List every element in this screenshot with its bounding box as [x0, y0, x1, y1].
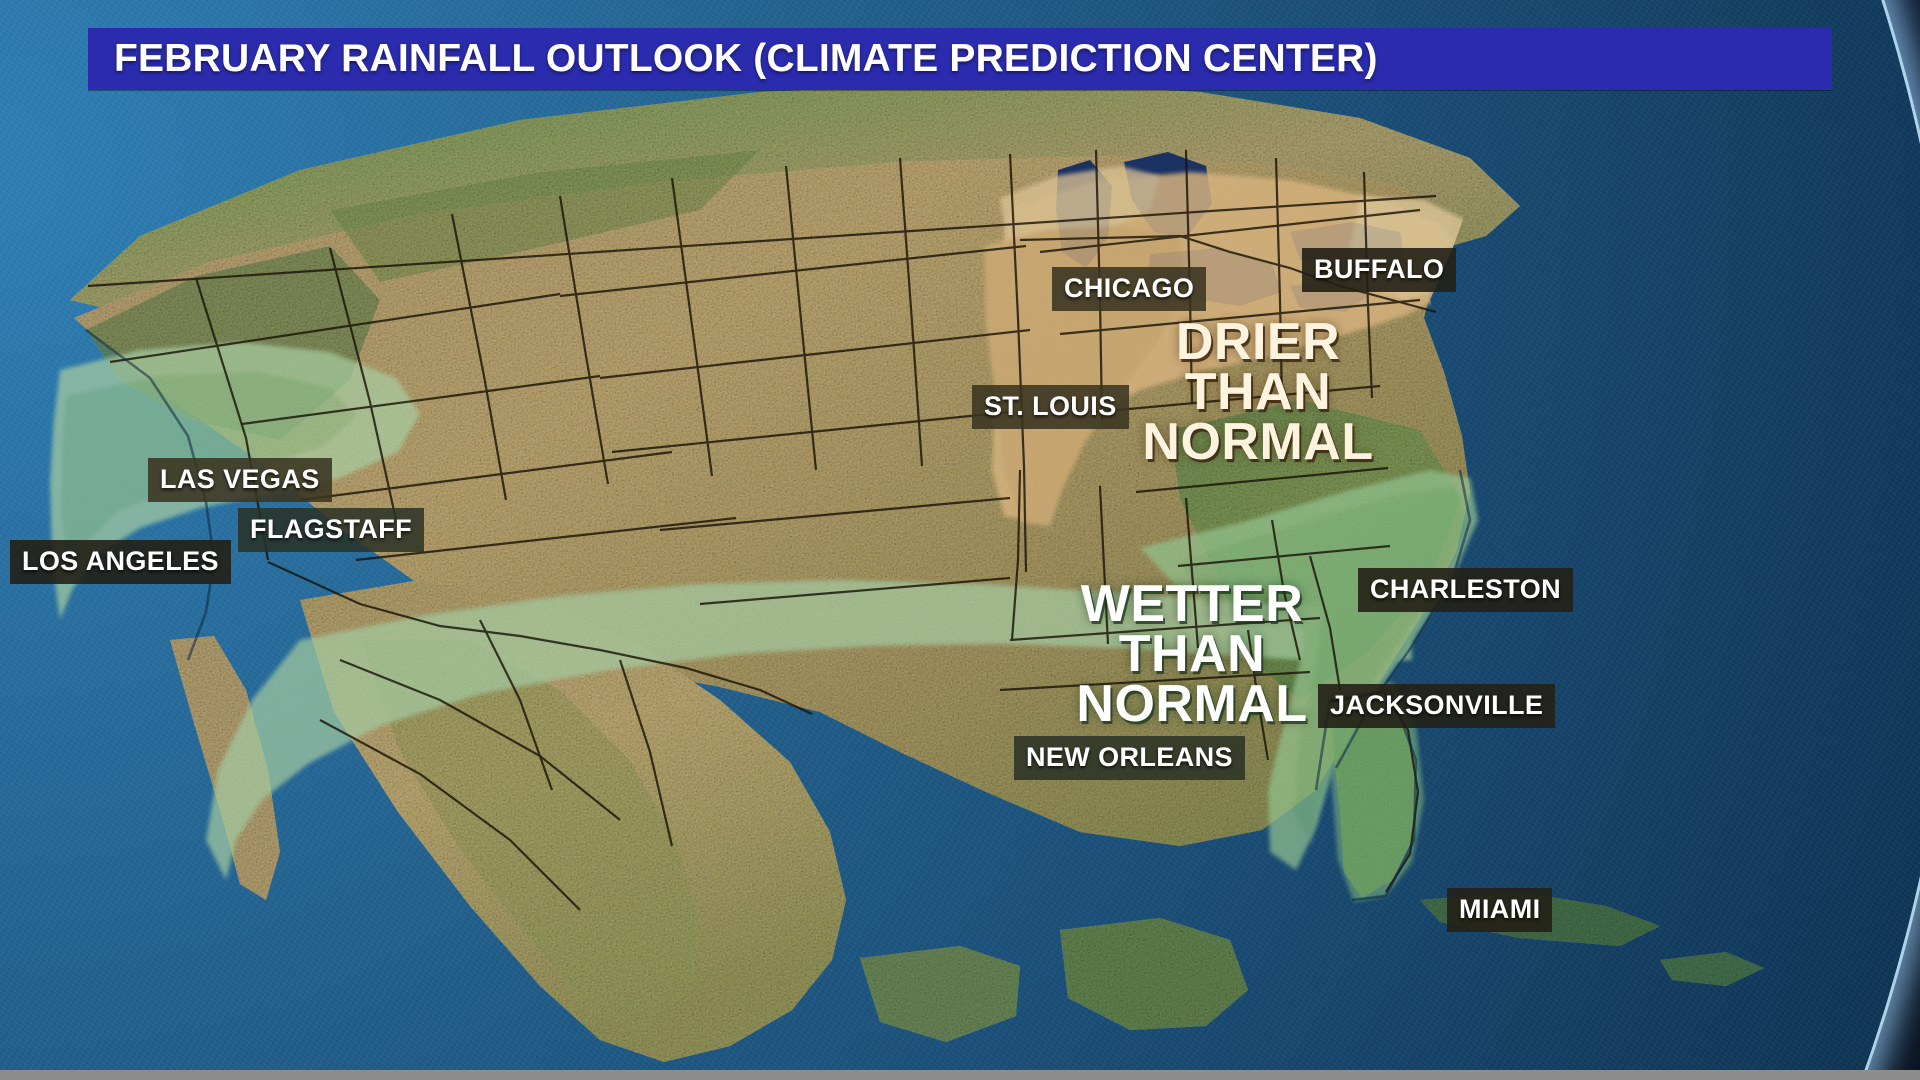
city-label-chicago: CHICAGO [1052, 267, 1207, 311]
page-title: FEBRUARY RAINFALL OUTLOOK (CLIMATE PREDI… [114, 37, 1378, 80]
city-label-miami: MIAMI [1447, 888, 1553, 932]
city-label-jacksonville: JACKSONVILLE [1318, 684, 1556, 728]
city-label-las-vegas: LAS VEGAS [148, 458, 332, 502]
drier-than-normal-caption: DRIER THAN NORMAL [1142, 313, 1374, 471]
title-banner: FEBRUARY RAINFALL OUTLOOK (CLIMATE PREDI… [88, 28, 1832, 90]
state-borders [87, 149, 1437, 911]
city-label-charleston: CHARLESTON [1358, 568, 1574, 612]
city-label-buffalo: BUFFALO [1302, 248, 1457, 292]
city-label-new-orleans: NEW ORLEANS [1014, 736, 1245, 780]
city-label-flagstaff: FLAGSTAFF [238, 508, 425, 552]
city-label-st-louis: ST. LOUIS [972, 385, 1129, 429]
bottom-strip [0, 1070, 1920, 1080]
wetter-than-normal-caption: WETTER THAN NORMAL [1076, 575, 1308, 733]
city-label-los-angeles: LOS ANGELES [10, 540, 231, 584]
